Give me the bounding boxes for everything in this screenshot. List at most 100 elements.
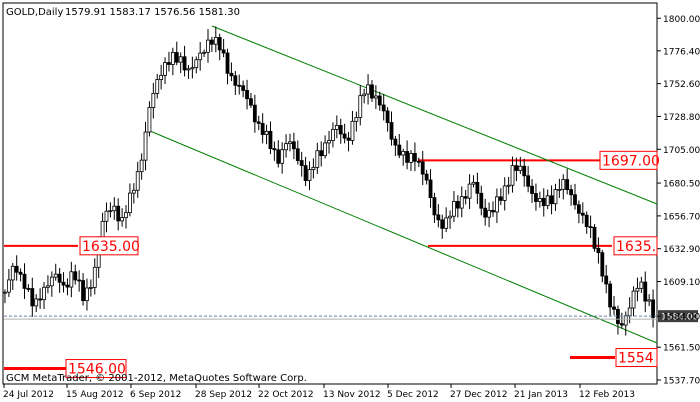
candle-body	[444, 217, 449, 229]
candle-body	[502, 185, 507, 201]
candle-body	[3, 291, 7, 294]
candle-body	[631, 290, 636, 309]
candle-body	[334, 124, 339, 130]
candle-body	[416, 160, 421, 163]
candle-body	[420, 161, 425, 175]
candle-body	[190, 67, 195, 70]
level-label-box	[613, 236, 658, 256]
candle-body	[77, 279, 82, 282]
candle-body	[272, 148, 277, 151]
candle-body	[229, 72, 234, 77]
candle-body	[311, 166, 316, 171]
candle-body	[202, 51, 206, 54]
candle-body	[647, 299, 652, 302]
candle-body	[467, 183, 472, 199]
current-price-box	[658, 310, 698, 323]
candle-body	[147, 107, 152, 133]
candle-body	[186, 68, 191, 71]
ohlc-values: 1579.91 1583.17 1576.56 1581.30	[65, 7, 240, 18]
candle-body	[514, 165, 519, 171]
candle-body	[487, 209, 491, 218]
candle-body	[428, 179, 433, 198]
x-tick-label: 5 Dec 2012	[387, 390, 439, 400]
candle-body	[170, 52, 175, 65]
candle-body	[221, 49, 226, 54]
x-tick-label: 13 Nov 2012	[323, 390, 381, 400]
candle-body	[366, 84, 370, 95]
candle-body	[151, 93, 156, 108]
candle-body	[327, 140, 331, 144]
level-label-text: 1635.	[616, 239, 656, 255]
channel-lower-line	[149, 130, 658, 344]
x-axis: 24 Jul 2012 15 Aug 2012 6 Sep 2012 28 Sep 2…	[3, 384, 635, 400]
candle-body	[260, 122, 265, 135]
candle-body	[401, 151, 406, 156]
candle-body	[600, 252, 605, 277]
candle-body	[362, 93, 367, 97]
candle-body	[354, 117, 359, 122]
candle-body	[393, 138, 398, 146]
candle-body	[479, 192, 484, 209]
channel-upper-line	[211, 25, 658, 205]
candle-body	[178, 56, 183, 63]
candle-body	[612, 306, 616, 310]
candle-body	[565, 179, 570, 190]
candle-body	[124, 212, 128, 218]
candle-body	[413, 153, 417, 162]
candle-body	[405, 151, 410, 163]
level-label-text: 1635.00	[82, 239, 140, 255]
candle-body	[209, 39, 214, 45]
candle-body	[518, 165, 523, 171]
candle-body	[264, 130, 269, 135]
candle-body	[249, 98, 253, 106]
candle-body	[541, 197, 546, 207]
candle-body	[561, 179, 566, 190]
candle-body	[315, 150, 320, 168]
candle-body	[10, 265, 15, 281]
candle-body	[26, 287, 31, 290]
candle-body	[452, 201, 456, 217]
x-tick-label: 24 Jul 2012	[3, 390, 54, 400]
candle-body	[295, 148, 300, 161]
candle-body	[92, 266, 97, 288]
candle-body	[174, 52, 179, 63]
x-tick-label: 6 Sep 2012	[130, 390, 181, 400]
candle-body	[194, 59, 199, 69]
x-tick-label: 12 Feb 2013	[579, 390, 635, 400]
candle-body	[483, 207, 488, 218]
candle-body	[163, 62, 167, 76]
level-label-box	[65, 359, 127, 379]
candle-body	[346, 137, 351, 141]
candle-body	[576, 204, 581, 214]
y-tick-label: 1537.70	[663, 377, 700, 387]
candle-body	[534, 193, 538, 202]
candle-body	[14, 265, 19, 273]
level-label-text: 1697.00	[602, 153, 660, 169]
candle-body	[342, 133, 347, 139]
trend-channel	[149, 25, 658, 344]
candle-body	[440, 219, 445, 229]
y-tick-label: 1656.70	[663, 212, 700, 222]
candle-body	[510, 165, 515, 186]
candle-body	[143, 131, 148, 161]
candle-body	[455, 201, 460, 209]
candle-body	[573, 194, 577, 206]
candle-body	[409, 153, 413, 163]
candle-body	[557, 188, 562, 191]
candle-body	[104, 210, 109, 222]
y-tick-label: 1609.10	[663, 278, 700, 288]
candle-body	[495, 196, 499, 213]
candle-body	[506, 184, 511, 187]
y-tick-label: 1680.50	[663, 180, 700, 190]
candle-body	[213, 37, 218, 45]
candle-body	[18, 271, 23, 275]
candle-body	[627, 307, 632, 317]
candle-body	[81, 280, 85, 302]
candle-body	[448, 215, 452, 219]
candle-body	[424, 173, 429, 181]
candle-body	[135, 171, 140, 191]
candle-body	[284, 143, 288, 151]
candle-body	[38, 298, 43, 301]
candle-body	[537, 197, 542, 202]
